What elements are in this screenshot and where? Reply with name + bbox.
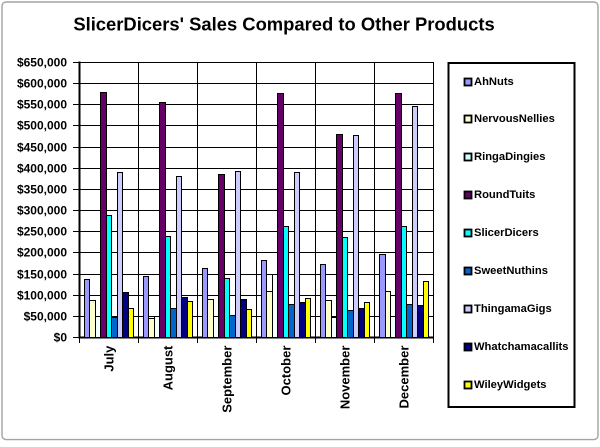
svg-text:SweetNuthins: SweetNuthins [474, 265, 548, 277]
svg-text:July: July [101, 345, 116, 372]
svg-text:Whatchamacallits: Whatchamacallits [474, 341, 569, 353]
svg-text:November: November [337, 346, 352, 410]
svg-text:$650,000: $650,000 [17, 56, 67, 70]
svg-text:$200,000: $200,000 [17, 246, 67, 260]
svg-text:$400,000: $400,000 [17, 162, 67, 176]
svg-text:December: December [397, 346, 412, 409]
svg-text:$350,000: $350,000 [17, 183, 67, 197]
svg-text:RoundTuits: RoundTuits [474, 189, 535, 201]
svg-text:$300,000: $300,000 [17, 204, 67, 218]
svg-text:August: August [160, 345, 175, 390]
svg-text:$450,000: $450,000 [17, 141, 67, 155]
svg-text:$600,000: $600,000 [17, 77, 67, 91]
svg-text:WileyWidgets: WileyWidgets [474, 379, 547, 391]
svg-text:ThingamaGigs: ThingamaGigs [474, 303, 552, 315]
svg-text:$500,000: $500,000 [17, 119, 67, 133]
svg-text:RingaDingies: RingaDingies [474, 151, 545, 163]
svg-text:$150,000: $150,000 [17, 268, 67, 282]
svg-text:October: October [278, 346, 293, 396]
svg-text:SlicerDicers: SlicerDicers [474, 227, 539, 239]
svg-text:$50,000: $50,000 [24, 310, 68, 324]
svg-text:NervousNellies: NervousNellies [474, 113, 555, 125]
svg-text:$0: $0 [54, 331, 68, 345]
svg-text:September: September [219, 346, 234, 413]
svg-text:$550,000: $550,000 [17, 98, 67, 112]
svg-text:SlicerDicers' Sales Compared t: SlicerDicers' Sales Compared to Other Pr… [73, 14, 494, 35]
svg-text:$100,000: $100,000 [17, 289, 67, 303]
svg-text:AhNuts: AhNuts [474, 76, 514, 88]
svg-text:$250,000: $250,000 [17, 225, 67, 239]
